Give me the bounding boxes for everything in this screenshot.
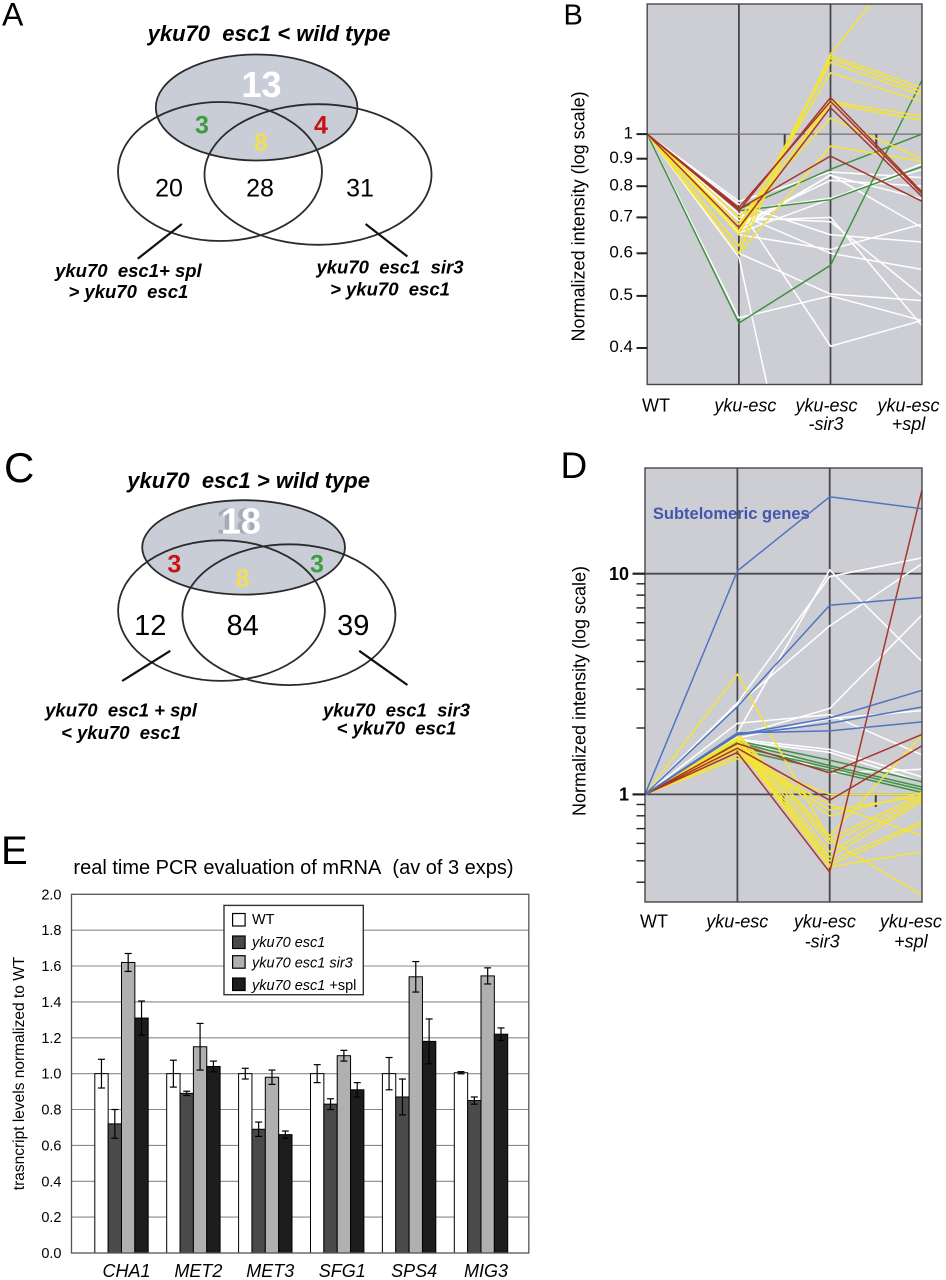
svg-text:D: D (561, 445, 588, 486)
svg-text:10: 10 (609, 564, 629, 584)
svg-text:0.6: 0.6 (609, 243, 633, 262)
svg-text:A: A (2, 0, 24, 32)
svg-text:20: 20 (155, 175, 183, 203)
svg-text:39: 39 (337, 610, 369, 642)
svg-text:12: 12 (134, 610, 166, 642)
svg-text:yku70 esc1+ spl: yku70 esc1+ spl (54, 260, 202, 281)
svg-text:0.0: 0.0 (41, 1246, 61, 1262)
svg-text:31: 31 (346, 175, 374, 203)
svg-text:yku70 esc1: yku70 esc1 (251, 935, 325, 951)
svg-text:0.8: 0.8 (609, 175, 633, 194)
svg-text:8: 8 (236, 565, 250, 593)
svg-text:yku70 esc1 sir3: yku70 esc1 sir3 (315, 257, 464, 278)
svg-text:trasncript levels normalized t: trasncript levels normalized to WT (11, 956, 28, 1190)
svg-text:yku-esc: yku-esc (878, 911, 942, 931)
svg-text:8: 8 (254, 129, 268, 157)
svg-text:yku-esc: yku-esc (712, 396, 776, 416)
svg-text:18: 18 (216, 500, 256, 541)
svg-text:yku70 esc1 sir3: yku70 esc1 sir3 (322, 699, 471, 720)
svg-text:1.0: 1.0 (41, 1067, 61, 1083)
svg-text:1: 1 (624, 123, 633, 142)
svg-text:yku70 esc1 sir3: yku70 esc1 sir3 (251, 956, 353, 972)
svg-text:WT: WT (640, 911, 668, 931)
svg-text:Normalized intensity (log scal: Normalized intensity (log scale) (569, 91, 589, 341)
svg-text:28: 28 (246, 175, 274, 203)
svg-text:1.6: 1.6 (41, 959, 61, 975)
svg-text:yku70 esc1 + spl: yku70 esc1 + spl (44, 700, 198, 721)
svg-text:1.2: 1.2 (41, 1031, 61, 1047)
svg-text:yku-esc: yku-esc (793, 396, 857, 416)
svg-text:B: B (564, 0, 583, 32)
svg-text:WT: WT (252, 912, 275, 928)
svg-text:1.8: 1.8 (41, 923, 61, 939)
svg-text:3: 3 (195, 111, 209, 139)
svg-text:SFG1: SFG1 (319, 1261, 366, 1280)
svg-text:0.2: 0.2 (41, 1210, 61, 1226)
svg-text:C: C (4, 444, 34, 491)
svg-text:3: 3 (167, 551, 181, 579)
svg-text:13: 13 (241, 64, 281, 105)
svg-text:MIG3: MIG3 (464, 1261, 508, 1280)
svg-text:-sir3: -sir3 (805, 932, 840, 952)
svg-text:1.4: 1.4 (41, 995, 61, 1011)
svg-text:yku-esc: yku-esc (704, 911, 768, 931)
svg-text:SPS4: SPS4 (391, 1261, 437, 1280)
svg-text:0.9: 0.9 (609, 148, 633, 167)
svg-text:3: 3 (310, 551, 324, 579)
svg-text:< yku70 esc1: < yku70 esc1 (337, 717, 457, 738)
svg-text:84: 84 (226, 610, 258, 642)
svg-text:+spl: +spl (894, 932, 929, 952)
svg-text:yku-esc: yku-esc (875, 396, 939, 416)
svg-text:0.4: 0.4 (609, 337, 633, 356)
svg-text:2.0: 2.0 (41, 887, 61, 903)
svg-text:CHA1: CHA1 (102, 1261, 150, 1280)
svg-text:yku70 esc1 < wild type: yku70 esc1 < wild type (147, 21, 391, 46)
svg-text:4: 4 (314, 111, 328, 139)
svg-text:real time PCR evaluation of mR: real time PCR evaluation of mRNA (av of … (73, 857, 513, 879)
svg-text:+spl: +spl (892, 414, 927, 434)
svg-text:yku-esc: yku-esc (792, 911, 856, 931)
svg-text:yku70 esc1 +spl: yku70 esc1 +spl (251, 978, 356, 994)
svg-text:Subtelomeric genes: Subtelomeric genes (653, 505, 810, 523)
svg-text:0.4: 0.4 (41, 1174, 61, 1190)
svg-text:yku70 esc1 > wild type: yku70 esc1 > wild type (126, 468, 370, 493)
svg-text:18: 18 (221, 500, 261, 541)
svg-text:0.7: 0.7 (609, 207, 633, 226)
svg-text:MET3: MET3 (246, 1261, 294, 1280)
svg-text:> yku70 esc1: > yku70 esc1 (330, 278, 450, 299)
svg-text:1: 1 (619, 785, 629, 805)
svg-text:> yku70 esc1: > yku70 esc1 (68, 281, 188, 302)
svg-text:E: E (1, 829, 28, 873)
svg-text:0.6: 0.6 (41, 1138, 61, 1154)
svg-text:Normalized intensity (log scal: Normalized intensity (log scale) (570, 566, 590, 816)
svg-text:0.8: 0.8 (41, 1103, 61, 1119)
svg-text:WT: WT (642, 396, 670, 416)
svg-text:0.5: 0.5 (609, 285, 633, 304)
svg-text:-sir3: -sir3 (809, 414, 844, 434)
svg-text:MET2: MET2 (174, 1261, 222, 1280)
svg-text:< yku70 esc1: < yku70 esc1 (61, 722, 181, 743)
